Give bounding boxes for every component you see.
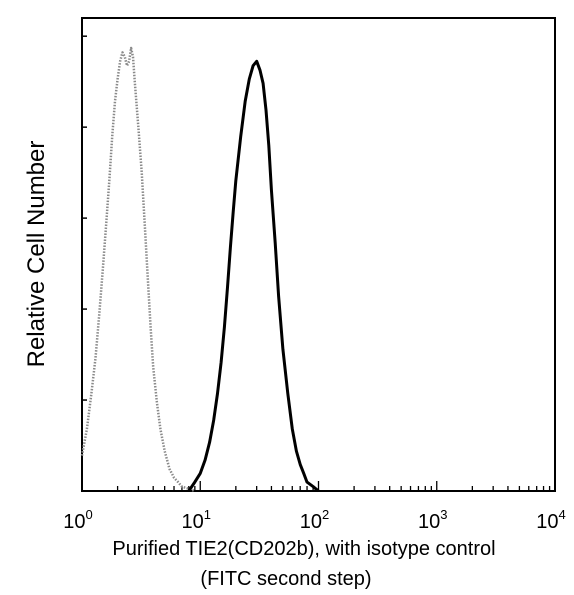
x-tick-label: 103 bbox=[418, 507, 447, 533]
x-axis-label-line2: (FITC second step) bbox=[200, 568, 371, 590]
y-ticks bbox=[82, 35, 87, 401]
series-layer bbox=[80, 46, 320, 493]
x-axis-label-line1: Purified TIE2(CD202b), with isotype cont… bbox=[112, 538, 495, 560]
series-line-tie2 bbox=[187, 59, 320, 493]
x-tick-label: 104 bbox=[536, 507, 565, 533]
series-line-isotype bbox=[80, 46, 196, 493]
plot-frame bbox=[81, 17, 556, 492]
x-tick-label: 102 bbox=[300, 507, 329, 533]
y-axis-label: Relative Cell Number bbox=[23, 141, 50, 368]
x-tick-label: 100 bbox=[63, 507, 92, 533]
x-tick-label: 101 bbox=[182, 507, 211, 533]
